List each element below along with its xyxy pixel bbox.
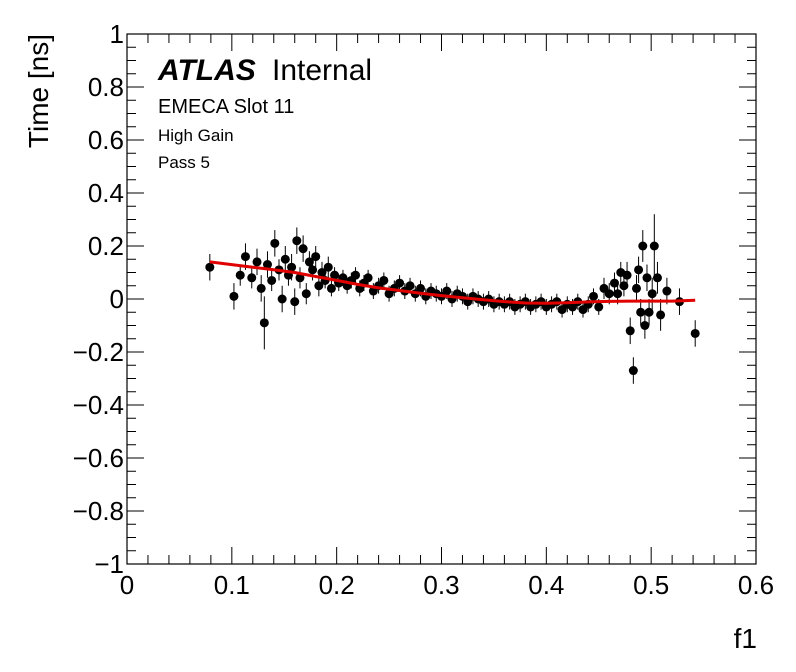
x-axis: 0 0.1 0.2 0.3 0.4 0.5 0.6 [120,34,774,600]
y-tick-label: 0.2 [88,231,124,261]
data-point [252,257,262,267]
data-point [270,238,280,248]
data-point [351,270,361,280]
data-point [395,278,405,288]
data-point [326,283,336,293]
data-point [205,262,215,272]
data-points [205,214,700,384]
data-point [442,286,452,296]
data-point [690,328,700,338]
data-point [292,236,302,246]
data-point [363,273,373,283]
data-point [613,289,623,299]
data-point [416,283,426,293]
data-point [298,244,308,254]
atlas-label: ATLAS [157,54,256,87]
annotation-gain: High Gain [158,126,234,145]
data-point [662,286,672,296]
data-point [405,281,415,291]
data-point [301,289,311,299]
fit-curve [209,260,696,305]
y-tick-label: 0.6 [88,125,124,155]
data-point [631,283,641,293]
data-point [625,326,635,336]
data-point [277,294,287,304]
data-point [290,297,300,307]
data-point [634,265,644,275]
annotation-pass: Pass 5 [158,153,210,172]
y-tick-label: −0.4 [73,390,124,420]
data-point [287,262,297,272]
data-point [235,270,245,280]
data-point [642,273,652,283]
data-point [247,273,257,283]
x-tick-label: 0.6 [738,570,774,600]
data-point [622,270,632,280]
y-axis: −1 −0.8 −0.6 −0.4 −0.2 0 0.2 0.4 0.6 0.8 1 [73,19,756,579]
data-point [256,283,266,293]
data-point [240,252,250,262]
x-tick-label: 0 [120,570,134,600]
data-point [280,254,290,264]
data-point [308,265,318,275]
data-point [619,281,629,291]
data-point [295,273,305,283]
data-point [314,281,324,291]
data-point [649,241,659,251]
data-point [647,289,657,299]
data-point [644,307,654,317]
data-point [652,273,662,283]
y-axis-title: Time [ns] [23,34,54,148]
data-point [594,302,604,312]
data-point [379,275,389,285]
x-tick-label: 0.1 [214,570,250,600]
data-point [229,291,239,301]
data-point [267,275,277,285]
y-tick-label: 0 [110,284,124,314]
x-tick-label: 0.3 [423,570,459,600]
data-point [330,270,340,280]
data-point [640,321,650,330]
x-axis-title: f1 [734,623,757,654]
x-tick-label: 0.2 [319,570,355,600]
annotation-slot: EMECA Slot 11 [158,96,294,118]
internal-label: Internal [272,54,372,87]
data-point [609,278,619,288]
data-point [323,262,333,272]
fit-layer [209,260,696,305]
y-tick-label: −1 [94,549,124,579]
data-point [259,318,269,328]
data-point [311,252,321,262]
data-point [636,307,646,317]
data-point [304,257,314,267]
data-point [604,289,614,299]
data-point [638,241,648,251]
data-point [589,291,599,301]
y-tick-label: 1 [110,19,124,49]
y-tick-label: −0.8 [73,496,124,526]
data-point [262,260,272,270]
data-point [317,268,327,277]
x-tick-label: 0.5 [633,570,669,600]
data-point [656,310,666,320]
y-tick-label: −0.2 [73,337,124,367]
data-point [628,366,638,376]
y-tick-label: −0.6 [73,443,124,473]
x-tick-label: 0.4 [528,570,564,600]
y-tick-label: 0.8 [88,72,124,102]
y-tick-label: 0.4 [88,178,124,208]
